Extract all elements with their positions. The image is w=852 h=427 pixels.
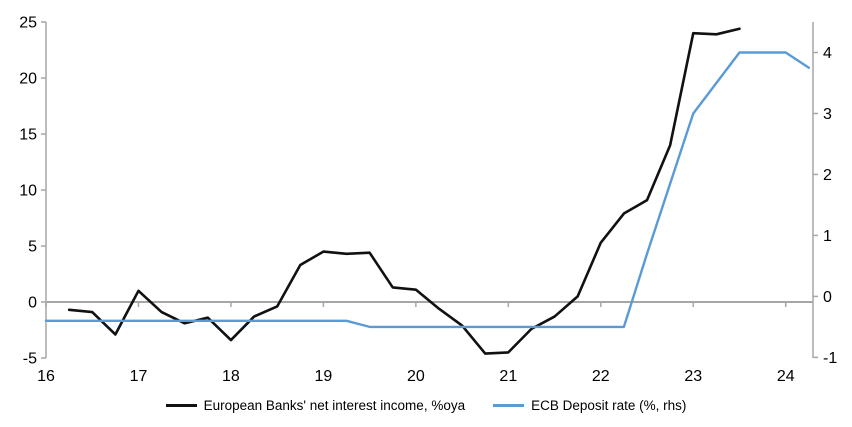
right-axis-tick-label: -1 (823, 350, 837, 367)
nii-line-swatch (165, 403, 197, 407)
ecb-deposit-rate-line (44, 51, 811, 329)
left-axis-tick-label: 5 (28, 239, 37, 256)
x-tick-label: 23 (684, 368, 702, 385)
deposit-rate-line-swatch (493, 403, 525, 407)
left-axis-tick-label: -5 (23, 351, 37, 368)
x-tick-label: 19 (314, 368, 332, 385)
x-tick-label: 24 (777, 368, 795, 385)
nii-line (67, 27, 741, 355)
x-tick-label: 20 (407, 368, 425, 385)
left-axis-tick-label: 15 (19, 127, 37, 144)
x-tick-label: 22 (592, 368, 610, 385)
left-axis-tick-label: 10 (19, 183, 37, 200)
left-axis-tick-label: 20 (19, 71, 37, 88)
right-axis-tick-label: 4 (823, 45, 832, 62)
right-axis-tick-label: 3 (823, 106, 832, 123)
x-tick-label: 16 (37, 368, 55, 385)
right-axis-tick-label: 2 (823, 167, 832, 184)
x-tick-label: 18 (222, 368, 240, 385)
right-axis-tick-label: 1 (823, 228, 832, 245)
legend-label-nii: European Banks' net interest income, %oy… (203, 397, 466, 413)
x-tick-label: 17 (130, 368, 148, 385)
legend-item-deposit-rate: ECB Deposit rate (%, rhs) (493, 398, 686, 413)
right-axis-tick-label: 0 (823, 289, 832, 306)
legend-item-nii: European Banks' net interest income, %oy… (165, 397, 466, 413)
x-tick-label: 21 (499, 368, 517, 385)
left-axis-tick-label: 25 (19, 15, 37, 32)
legend-label-deposit-rate: ECB Deposit rate (%, rhs) (531, 397, 687, 413)
legend: European Banks' net interest income, %oy… (0, 395, 852, 415)
left-axis-tick-label: 0 (28, 295, 37, 312)
